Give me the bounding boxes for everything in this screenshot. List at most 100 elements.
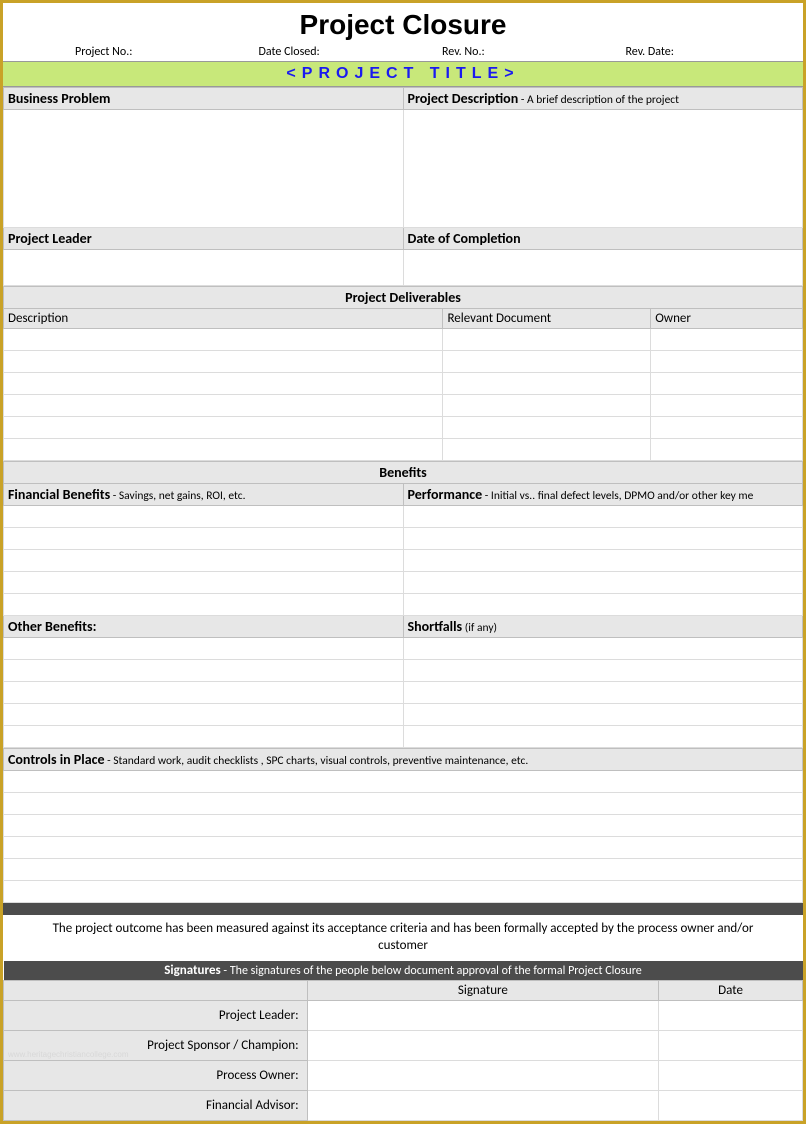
field-project-description[interactable] bbox=[403, 110, 803, 228]
deliv-cell[interactable] bbox=[651, 373, 803, 395]
deliv-cell[interactable] bbox=[443, 351, 651, 373]
signatures-table: Signatures - The signatures of the peopl… bbox=[3, 961, 803, 1121]
benefit-cell[interactable] bbox=[4, 638, 404, 660]
deliv-cell[interactable] bbox=[4, 439, 443, 461]
deliv-cell[interactable] bbox=[651, 439, 803, 461]
deliv-cell[interactable] bbox=[443, 373, 651, 395]
benefit-cell[interactable] bbox=[4, 704, 404, 726]
document-title: Project Closure bbox=[3, 3, 803, 45]
sig-header-label: Signatures bbox=[164, 963, 220, 978]
hdr-performance: Performance - Initial vs.. final defect … bbox=[403, 484, 803, 506]
field-date-completion[interactable] bbox=[403, 250, 803, 286]
field-project-leader[interactable] bbox=[4, 250, 404, 286]
controls-cell[interactable] bbox=[4, 793, 803, 815]
form-table: Business Problem Project Description - A… bbox=[3, 87, 803, 286]
benefit-cell[interactable] bbox=[4, 726, 404, 748]
sig-col-blank bbox=[4, 980, 308, 1000]
watermark: www.heritagechristiancollege.com bbox=[8, 1050, 129, 1059]
col-owner: Owner bbox=[651, 309, 803, 329]
hdr-performance-label: Performance bbox=[408, 486, 483, 503]
hdr-controls-label: Controls in Place bbox=[8, 751, 105, 768]
benefit-cell[interactable] bbox=[403, 660, 803, 682]
benefit-cell[interactable] bbox=[403, 506, 803, 528]
col-description: Description bbox=[4, 309, 443, 329]
deliv-cell[interactable] bbox=[443, 395, 651, 417]
benefit-cell[interactable] bbox=[4, 572, 404, 594]
section-benefits: Benefits bbox=[4, 462, 803, 484]
hdr-date-completion: Date of Completion bbox=[403, 228, 803, 250]
controls-cell[interactable] bbox=[4, 771, 803, 793]
hdr-project-leader: Project Leader bbox=[4, 228, 404, 250]
hdr-project-description: Project Description - A brief descriptio… bbox=[403, 88, 803, 110]
meta-project-no: Project No.: bbox=[3, 45, 253, 59]
hdr-controls-sub: - Standard work, audit checklists , SPC … bbox=[105, 754, 529, 768]
benefit-cell[interactable] bbox=[403, 704, 803, 726]
deliv-cell[interactable] bbox=[4, 417, 443, 439]
hdr-business-problem: Business Problem bbox=[4, 88, 404, 110]
deliv-cell[interactable] bbox=[443, 439, 651, 461]
benefit-cell[interactable] bbox=[4, 550, 404, 572]
sig-label-advisor: Financial Advisor: bbox=[4, 1090, 308, 1120]
sig-date-field[interactable] bbox=[659, 1090, 803, 1120]
benefit-cell[interactable] bbox=[403, 638, 803, 660]
benefit-cell[interactable] bbox=[4, 528, 404, 550]
hdr-shortfalls-sub: (if any) bbox=[462, 621, 497, 635]
hdr-financial-sub: - Savings, net gains, ROI, etc. bbox=[110, 489, 245, 503]
controls-cell[interactable] bbox=[4, 881, 803, 903]
sig-date-field[interactable] bbox=[659, 1030, 803, 1060]
sig-col-signature: Signature bbox=[307, 980, 659, 1000]
deliv-cell[interactable] bbox=[4, 329, 443, 351]
benefit-cell[interactable] bbox=[4, 594, 404, 616]
hdr-financial: Financial Benefits - Savings, net gains,… bbox=[4, 484, 404, 506]
controls-cell[interactable] bbox=[4, 859, 803, 881]
hdr-project-description-label: Project Description bbox=[408, 90, 519, 107]
controls-cell[interactable] bbox=[4, 815, 803, 837]
benefit-cell[interactable] bbox=[403, 572, 803, 594]
deliv-cell[interactable] bbox=[443, 417, 651, 439]
hdr-performance-sub: - Initial vs.. final defect levels, DPMO… bbox=[482, 489, 753, 503]
deliv-cell[interactable] bbox=[651, 351, 803, 373]
sig-field[interactable] bbox=[307, 1030, 659, 1060]
benefit-cell[interactable] bbox=[403, 726, 803, 748]
hdr-project-description-sub: - A brief description of the project bbox=[518, 93, 679, 107]
deliv-cell[interactable] bbox=[651, 395, 803, 417]
benefit-cell[interactable] bbox=[4, 506, 404, 528]
benefit-cell[interactable] bbox=[4, 682, 404, 704]
sig-field[interactable] bbox=[307, 1090, 659, 1120]
deliv-cell[interactable] bbox=[4, 373, 443, 395]
sig-field[interactable] bbox=[307, 1000, 659, 1030]
controls-cell[interactable] bbox=[4, 837, 803, 859]
deliverables-table: Project Deliverables Description Relevan… bbox=[3, 286, 803, 461]
deliv-cell[interactable] bbox=[651, 329, 803, 351]
benefits-table: Benefits Financial Benefits - Savings, n… bbox=[3, 461, 803, 748]
sig-date-field[interactable] bbox=[659, 1060, 803, 1090]
hdr-controls: Controls in Place - Standard work, audit… bbox=[4, 749, 803, 771]
deliv-cell[interactable] bbox=[651, 417, 803, 439]
benefit-cell[interactable] bbox=[403, 528, 803, 550]
sig-header: Signatures - The signatures of the peopl… bbox=[4, 961, 803, 981]
benefit-cell[interactable] bbox=[403, 550, 803, 572]
project-title-band: <PROJECT TITLE> bbox=[3, 61, 803, 87]
hdr-financial-label: Financial Benefits bbox=[8, 486, 110, 503]
benefit-cell[interactable] bbox=[4, 660, 404, 682]
deliv-cell[interactable] bbox=[4, 395, 443, 417]
controls-table: Controls in Place - Standard work, audit… bbox=[3, 748, 803, 903]
section-deliverables: Project Deliverables bbox=[4, 287, 803, 309]
hdr-shortfalls: Shortfalls (if any) bbox=[403, 616, 803, 638]
benefit-cell[interactable] bbox=[403, 594, 803, 616]
divider-band bbox=[3, 903, 803, 915]
col-document: Relevant Document bbox=[443, 309, 651, 329]
benefit-cell[interactable] bbox=[403, 682, 803, 704]
meta-row: Project No.: Date Closed: Rev. No.: Rev.… bbox=[3, 45, 803, 61]
acceptance-text: The project outcome has been measured ag… bbox=[3, 915, 803, 961]
sig-col-date: Date bbox=[659, 980, 803, 1000]
field-business-problem[interactable] bbox=[4, 110, 404, 228]
sig-date-field[interactable] bbox=[659, 1000, 803, 1030]
sig-label-leader: Project Leader: bbox=[4, 1000, 308, 1030]
deliv-cell[interactable] bbox=[4, 351, 443, 373]
meta-rev-no: Rev. No.: bbox=[436, 45, 620, 59]
hdr-other-benefits: Other Benefits: bbox=[4, 616, 404, 638]
deliv-cell[interactable] bbox=[443, 329, 651, 351]
page-frame: Project Closure Project No.: Date Closed… bbox=[0, 0, 806, 1124]
sig-field[interactable] bbox=[307, 1060, 659, 1090]
